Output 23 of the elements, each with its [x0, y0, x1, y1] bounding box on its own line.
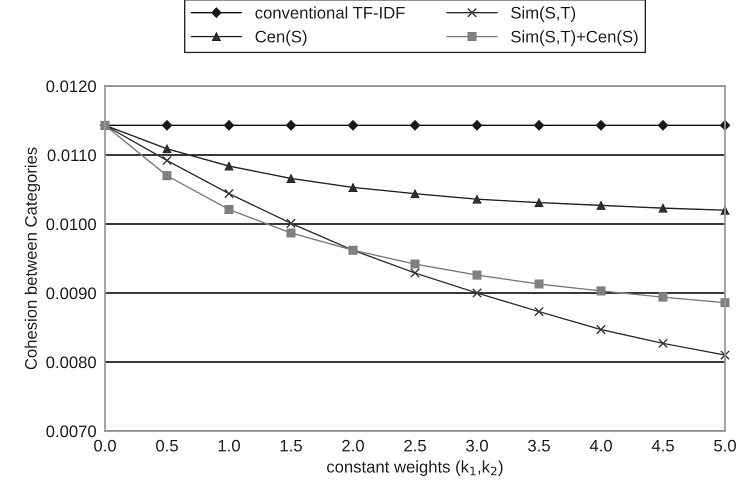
x-axis-title: constant weights (k$_{1}$,k$_{2}$) — [327, 460, 503, 476]
y-tick-label: 0.0080 — [46, 356, 96, 368]
x-tick-label: 4.0 — [590, 440, 612, 452]
y-tick-label: 0.0090 — [46, 287, 96, 300]
x-tick-label: 1.0 — [218, 440, 240, 452]
x-tick-label: 4.5 — [652, 440, 674, 452]
y-tick-label: 0.0110 — [48, 149, 96, 162]
x-tick-label: 2.0 — [342, 440, 364, 452]
y-tick-label: 0.0070 — [46, 425, 96, 438]
x-tick-label: 2.5 — [404, 440, 426, 452]
y-tick-label: 0.0120 — [46, 80, 96, 92]
x-tick-label: 1.5 — [280, 440, 302, 452]
x-tick-label: 3.0 — [466, 440, 488, 452]
x-tick-label: 3.5 — [528, 440, 550, 452]
x-tick-label: 0.5 — [156, 440, 178, 452]
legend-label: Sim(S,T) — [511, 6, 576, 22]
y-axis-title: Cohesion between Categories — [24, 147, 40, 370]
legend-label: Sim(S,T)+Cen(S) — [511, 30, 638, 46]
x-tick-label: 0.0 — [94, 440, 116, 452]
x-tick-label: 5.0 — [714, 440, 736, 452]
legend-label: conventional TF-IDF — [255, 6, 405, 19]
legend-label: Cen(S) — [256, 30, 306, 46]
y-tick-label: 0.0100 — [46, 218, 96, 230]
